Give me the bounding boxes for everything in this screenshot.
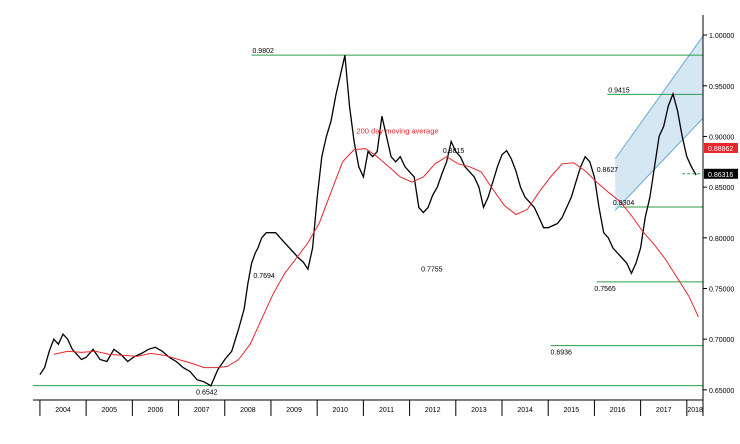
value-annotation: 0.7755: [421, 267, 443, 274]
x-tick-label: 2010: [332, 407, 348, 414]
value-annotation: 0.8304: [613, 200, 635, 207]
trend-channel: [615, 36, 703, 211]
ma-price-tag: [704, 142, 738, 153]
x-tick-label: 2014: [517, 407, 533, 414]
x-tick-label: 2018: [687, 407, 703, 414]
x-tick-label: 2012: [425, 407, 441, 414]
channel-lower-line: [614, 117, 704, 211]
price-line: [39, 55, 697, 387]
x-tick-label: 2005: [101, 407, 117, 414]
value-annotation: 0.8815: [443, 148, 465, 155]
y-tick-label: 0.75000: [709, 286, 734, 293]
y-tick-label: 1.00000: [709, 33, 734, 40]
value-annotation: 0.7565: [594, 286, 616, 293]
y-tick-label: 0.95000: [709, 84, 734, 91]
ma-label: 200 day moving average: [356, 126, 438, 135]
channel-upper-line: [614, 35, 704, 160]
y-tick-label: 0.85000: [709, 185, 734, 192]
x-tick-label: 2006: [148, 407, 164, 414]
x-tick-label: 2004: [55, 407, 71, 414]
y-tick-label: 0.70000: [709, 337, 734, 344]
value-annotation: 0.8627: [597, 167, 619, 174]
last-price-tag: [704, 168, 738, 179]
x-tick-label: 2016: [610, 407, 626, 414]
y-tick-label: 0.90000: [709, 134, 734, 141]
x-tick-label: 2017: [656, 407, 672, 414]
x-tick-label: 2015: [564, 407, 580, 414]
value-annotation: 0.6542: [196, 390, 218, 397]
value-annotation: 0.9415: [608, 87, 630, 94]
x-tick-label: 2007: [194, 407, 210, 414]
y-tick-label: 0.80000: [709, 236, 734, 243]
last-price-tag-label: 0.86316: [708, 172, 733, 179]
x-tick-label: 2009: [286, 407, 302, 414]
x-tick-label: 2013: [471, 407, 487, 414]
x-tick-label: 2008: [240, 407, 256, 414]
value-annotation: 0.7694: [253, 273, 275, 280]
value-annotation: 0.9802: [252, 48, 274, 55]
value-annotation: 0.6936: [551, 350, 573, 357]
moving-average-line: [53, 148, 699, 369]
x-tick-label: 2011: [379, 407, 394, 414]
y-tick-label: 0.65000: [709, 388, 734, 395]
ma-price-tag-label: 0.88862: [708, 146, 733, 153]
